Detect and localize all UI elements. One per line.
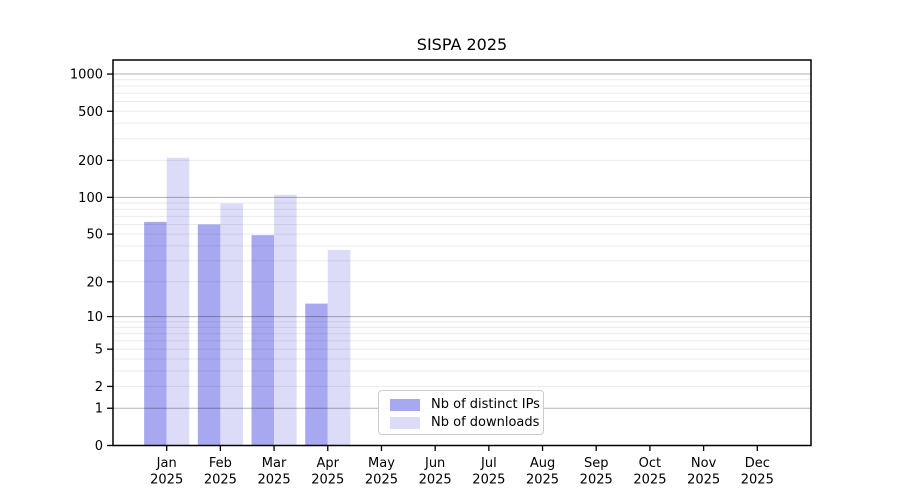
legend-item-downloads: Nb of downloads — [390, 415, 539, 430]
legend-swatch-distinct-ips — [390, 398, 420, 411]
legend-item-distinct-ips: Nb of distinct IPs — [390, 397, 540, 412]
x-tick-label-month: Oct — [639, 456, 661, 471]
x-tick-label-year: 2025 — [580, 473, 613, 488]
x-tick-label-year: 2025 — [472, 473, 505, 488]
bar-downloads-mar — [274, 194, 297, 446]
plot-border — [112, 59, 812, 447]
bar-downloads-feb — [220, 203, 243, 446]
x-tick-label-year: 2025 — [150, 473, 183, 488]
bar-distinct-ips-feb — [197, 224, 221, 446]
y-tick-label: 10 — [86, 310, 103, 325]
x-tick-label-year: 2025 — [204, 473, 237, 488]
x-tick-label-year: 2025 — [419, 473, 452, 488]
x-tick-label-year: 2025 — [741, 473, 774, 488]
x-tick-label-month: Nov — [691, 456, 717, 471]
bar-downloads-apr — [327, 249, 351, 446]
x-tick-label-year: 2025 — [633, 473, 666, 488]
y-tick-label: 5 — [95, 343, 103, 358]
y-tick-label: 1 — [95, 402, 103, 417]
y-tick-label: 2 — [95, 380, 103, 395]
y-tick-label: 200 — [78, 154, 103, 169]
x-tick-label-month: Apr — [317, 456, 340, 471]
bar-downloads-jan — [166, 157, 190, 446]
x-tick-label-month: Jul — [480, 456, 497, 471]
legend-label-downloads: Nb of downloads — [431, 415, 540, 430]
y-tick-label: 1000 — [70, 68, 103, 83]
chart-title: SISPA 2025 — [416, 35, 508, 54]
legend: Nb of distinct IPs Nb of downloads — [378, 390, 544, 435]
bar-distinct-ips-apr — [305, 303, 328, 446]
x-tick-label-year: 2025 — [258, 473, 291, 488]
x-tick-label-month: Jan — [156, 456, 177, 471]
legend-label-distinct-ips: Nb of distinct IPs — [431, 397, 540, 412]
x-tick-label-year: 2025 — [365, 473, 398, 488]
x-tick-label-month: Aug — [530, 456, 555, 471]
x-tick-label-month: Mar — [262, 456, 287, 471]
y-tick-label: 100 — [78, 191, 103, 206]
bar-distinct-ips-jan — [144, 221, 167, 446]
x-tick-label-month: Jun — [424, 456, 445, 471]
y-tick-label: 50 — [86, 228, 103, 243]
x-tick-label-year: 2025 — [687, 473, 720, 488]
y-tick-label: 20 — [86, 275, 103, 290]
x-tick-label-month: Sep — [584, 456, 609, 471]
bar-distinct-ips-mar — [251, 235, 275, 446]
x-tick-label-year: 2025 — [311, 473, 344, 488]
x-tick-label-month: May — [368, 456, 395, 471]
y-tick-label: 0 — [95, 439, 103, 454]
x-tick-label-year: 2025 — [526, 473, 559, 488]
x-tick-label-month: Dec — [745, 456, 770, 471]
y-tick-label: 500 — [78, 105, 103, 120]
legend-swatch-downloads — [390, 416, 420, 429]
x-tick-label-month: Feb — [209, 456, 232, 471]
